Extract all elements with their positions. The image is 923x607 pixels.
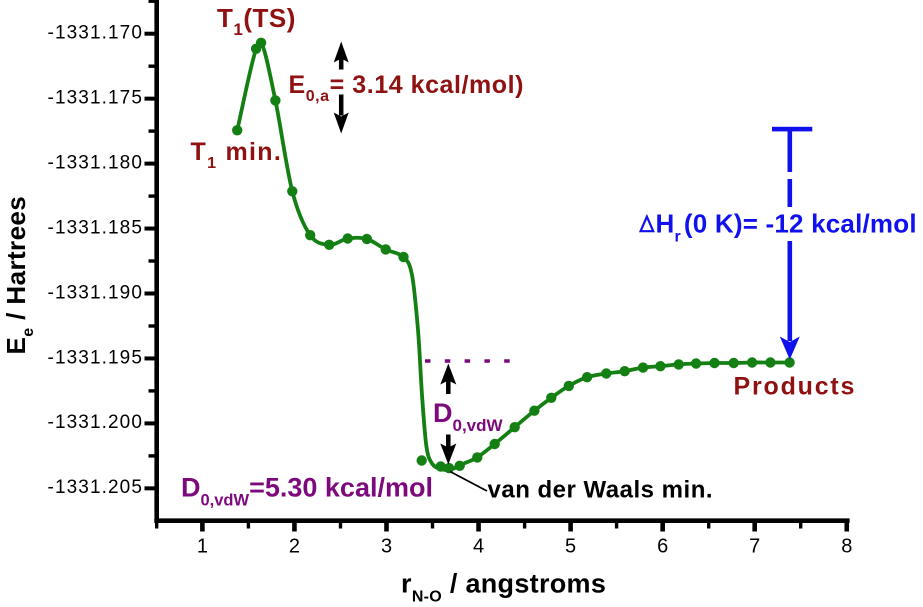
- svg-text:-1331.180: -1331.180: [48, 152, 143, 173]
- svg-text:-1331.195: -1331.195: [48, 347, 143, 368]
- svg-text:-1331.205: -1331.205: [48, 477, 143, 498]
- svg-text:8: 8: [841, 536, 852, 558]
- svg-text:van der Waals min.: van der Waals min.: [488, 477, 714, 504]
- svg-text:-1331.190: -1331.190: [48, 282, 143, 303]
- svg-text:7: 7: [749, 536, 760, 558]
- svg-text:4: 4: [473, 536, 484, 558]
- svg-text:2: 2: [289, 536, 300, 558]
- svg-text:Products: Products: [734, 373, 857, 401]
- svg-text:1: 1: [197, 536, 208, 558]
- svg-text:-1331.175: -1331.175: [48, 87, 143, 108]
- svg-text:3: 3: [381, 536, 392, 558]
- svg-text:6: 6: [657, 536, 668, 558]
- svg-text:-1331.185: -1331.185: [48, 217, 143, 238]
- svg-text:-1331.200: -1331.200: [48, 412, 143, 433]
- svg-text:T1(TS): T1(TS): [217, 3, 296, 39]
- svg-text:D0,vdW: D0,vdW: [433, 398, 504, 435]
- svg-text:5: 5: [565, 536, 576, 558]
- svg-text:-1331.170: -1331.170: [48, 23, 143, 44]
